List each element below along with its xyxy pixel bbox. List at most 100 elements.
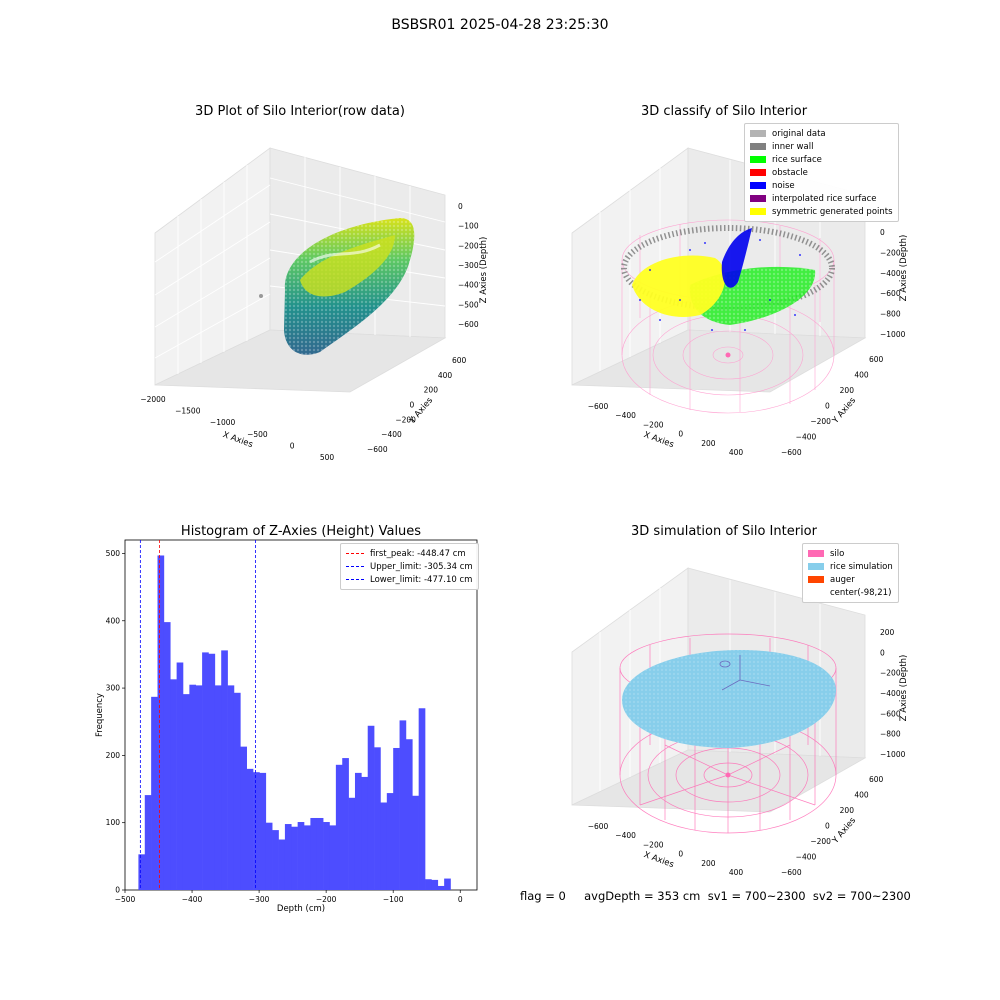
histogram-y-tick-label: 500	[106, 549, 121, 558]
raw-y-tick: 600	[452, 356, 467, 365]
histogram-bar	[163, 622, 171, 890]
histogram-bar	[399, 720, 407, 890]
classify-z-axis-label: Z Axies (Depth)	[899, 235, 909, 302]
simulation-legend-label: auger	[830, 574, 855, 585]
figure-title: BSBSR01 2025-04-28 23:25:30	[391, 17, 609, 33]
raw-x-tick: −500	[247, 430, 268, 439]
raw-y-tick: 400	[438, 371, 453, 380]
classify-z-tick: −400	[880, 269, 901, 278]
histogram-x-tick-label: −200	[316, 895, 337, 904]
histogram-bar	[444, 878, 451, 890]
histogram-bar	[170, 679, 177, 890]
classify-y-tick: 0	[825, 402, 830, 411]
classify-x-tick: −200	[643, 420, 664, 429]
classify-z-tick: −200	[880, 248, 901, 257]
simulation-plot-title: 3D simulation of Silo Interior	[631, 524, 817, 539]
histogram-legend-item: first_peak: -448.47 cm	[346, 547, 473, 560]
histogram-bar	[195, 685, 203, 890]
histogram-bar	[431, 879, 439, 890]
simulation-y-tick: 400	[854, 791, 869, 800]
raw-z-tick: 0	[458, 202, 463, 211]
simulation-y-tick: 0	[825, 822, 830, 831]
raw-y-tick: 200	[424, 386, 439, 395]
histogram-y-tick-label: 300	[106, 684, 121, 693]
classify-y-axis-label: Y Axies	[830, 395, 858, 426]
histogram-legend-swatch	[346, 579, 364, 580]
simulation-legend: silo rice simulation auger center(-98,21)	[802, 543, 899, 603]
histogram-bar	[412, 795, 419, 890]
simulation-x-tick: −200	[643, 840, 664, 849]
histogram-bar	[348, 797, 356, 890]
histogram-x-tick-label: −100	[383, 895, 404, 904]
histogram-y-tick-label: 100	[106, 818, 121, 827]
simulation-y-tick: −400	[796, 853, 817, 862]
raw-z-tick: −400	[458, 281, 479, 290]
classify-legend-item: interpolated rice surface	[750, 192, 893, 205]
classify-legend-swatch	[750, 169, 766, 176]
classify-y-tick: 600	[869, 355, 884, 364]
classify-legend-item: inner wall	[750, 140, 893, 153]
classify-plot-title: 3D classify of Silo Interior	[640, 104, 808, 119]
simulation-z-tick: 200	[880, 628, 895, 637]
histogram-bar	[246, 768, 254, 890]
simulation-z-tick: 0	[880, 648, 885, 657]
histogram-bar	[284, 824, 292, 890]
classify-z-tick: 0	[880, 228, 885, 237]
simulation-z-tick: −200	[880, 669, 901, 678]
histogram-x-tick-label: −300	[249, 895, 270, 904]
classify-legend-swatch	[750, 143, 766, 150]
simulation-z-tick: −800	[880, 730, 901, 739]
histogram-legend: first_peak: -448.47 cm Upper_limit: -305.…	[340, 543, 479, 590]
classify-x-tick: 0	[678, 430, 683, 439]
histogram-bar	[253, 772, 260, 890]
simulation-legend-item: center(-98,21)	[808, 586, 893, 599]
classify-x-axis-label: X Axies	[642, 430, 675, 450]
histogram-bar	[227, 685, 235, 890]
simulation-legend-label: rice simulation	[830, 561, 893, 572]
classify-x-tick: −600	[588, 402, 609, 411]
simulation-legend-item: silo	[808, 547, 893, 560]
classify-y-tick: −600	[781, 448, 802, 457]
histogram-legend-swatch	[346, 553, 364, 554]
simulation-legend-label: center(-98,21)	[830, 587, 892, 598]
simulation-x-tick: 400	[729, 868, 744, 877]
classify-z-tick: −1000	[880, 330, 906, 339]
histogram-bar	[316, 817, 324, 890]
histogram-x-axis-label: Depth (cm)	[277, 904, 325, 914]
simulation-legend-swatch	[808, 589, 824, 596]
histogram-bar	[208, 653, 216, 890]
histogram-bar	[386, 793, 394, 890]
raw-x-tick: −2000	[140, 395, 166, 404]
classify-x-tick: 400	[729, 448, 744, 457]
classify-legend-label: obstacle	[772, 167, 808, 178]
histogram-bar	[259, 772, 267, 890]
histogram-chart: −500 −400 −300 −200 −100 0 0 100 200 300 400 500 D…	[95, 539, 478, 914]
classify-y-tick: 200	[840, 386, 855, 395]
histogram-bar	[176, 662, 184, 890]
classify-z-tick: −800	[880, 310, 901, 319]
histogram-x-tick-label: −400	[182, 895, 203, 904]
histogram-legend-label: first_peak: -448.47 cm	[370, 548, 466, 559]
histogram-bar	[157, 555, 165, 890]
histogram-bar	[233, 692, 241, 890]
classify-x-tick: 200	[701, 439, 716, 448]
histogram-x-tick-label: −500	[115, 895, 136, 904]
raw-z-tick: −600	[458, 320, 479, 329]
histogram-bar	[342, 758, 349, 890]
classify-legend-label: original data	[772, 128, 826, 139]
classify-legend-swatch	[750, 195, 766, 202]
simulation-legend-swatch	[808, 563, 824, 570]
simulation-legend-item: auger	[808, 573, 893, 586]
classify-z-tick: −600	[880, 289, 901, 298]
histogram-bar	[272, 830, 279, 890]
simulation-x-tick: −400	[615, 831, 636, 840]
histogram-bar	[304, 825, 311, 890]
simulation-z-axis-label: Z Axies (Depth)	[899, 655, 909, 722]
simulation-legend-swatch	[808, 576, 824, 583]
simulation-y-axis-label: Y Axies	[830, 815, 858, 846]
histogram-legend-swatch	[346, 566, 364, 567]
simulation-x-axis-label: X Axies	[642, 850, 675, 870]
raw-z-tick: −300	[458, 261, 479, 270]
simulation-y-tick: −200	[810, 837, 831, 846]
